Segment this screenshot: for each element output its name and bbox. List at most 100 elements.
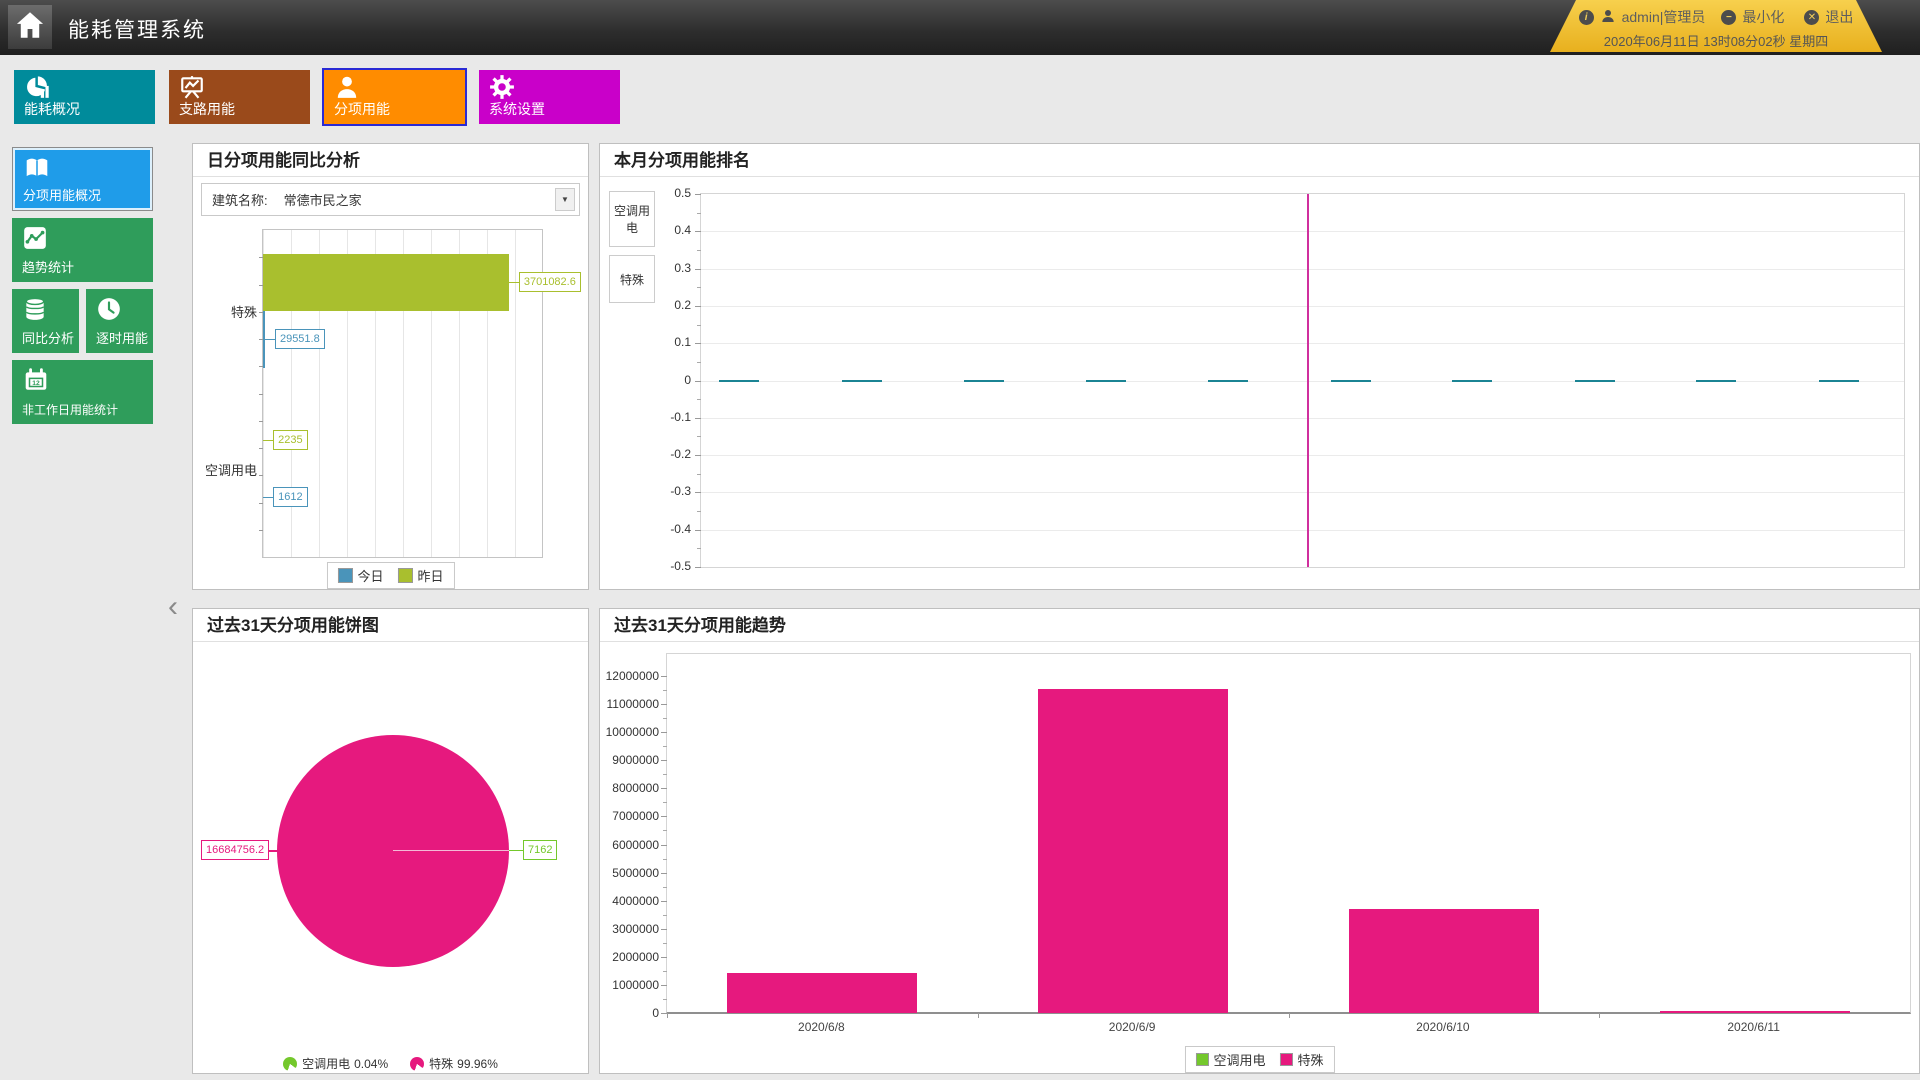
nav-tile-subitem-energy[interactable]: 分项用能 <box>322 68 467 126</box>
sidebar-item-label: 逐时用能 <box>96 331 149 346</box>
dropdown-button[interactable]: ▼ <box>555 188 575 211</box>
panel-title: 本月分项用能排名 <box>600 144 1919 177</box>
axis-minor-tick <box>697 399 701 401</box>
axis-minor-tick <box>663 858 667 860</box>
panel-31day-trend: 过去31天分项用能趋势 0 1000000 2000000 3000000 400000… <box>599 608 1920 1074</box>
axis-minor-tick <box>663 886 667 888</box>
y-axis-label: 0 <box>684 372 691 387</box>
legend-item[interactable]: 特殊 99.96% <box>410 1055 498 1072</box>
legend-item[interactable]: 空调用电 <box>1195 1050 1266 1069</box>
bar-特殊 <box>1659 1011 1850 1013</box>
axis-minor-tick <box>697 287 701 289</box>
gridline <box>701 492 1904 494</box>
panel-title: 日分项用能同比分析 <box>193 144 588 177</box>
legend-item[interactable]: 特殊 <box>1279 1050 1324 1069</box>
bar-特殊 <box>727 972 918 1013</box>
user-label: admin|管理员 <box>1621 9 1706 25</box>
sidebar-item-nonworkday-stats[interactable]: 12 非工作日用能统计 <box>12 360 153 424</box>
nav-tile-energy-overview[interactable]: 能耗概况 <box>14 70 155 124</box>
axis-tick <box>661 704 667 706</box>
y-axis-label: 0.5 <box>674 186 691 200</box>
nav-tile-settings[interactable]: 系统设置 <box>479 70 620 124</box>
category-label: 特殊 <box>230 304 257 320</box>
sidebar-item-hourly-energy[interactable]: 逐时用能 <box>86 289 153 353</box>
zero-value-bar <box>1330 379 1371 382</box>
bar-特殊 <box>1038 688 1229 1013</box>
close-icon[interactable]: ✕ <box>1804 10 1819 25</box>
legend-percent: 99.96% <box>457 1056 498 1071</box>
user-badge: i admin|管理员 − 最小化 ✕ 退出 2020年06月11日 13时08… <box>1550 0 1882 52</box>
axis-tick <box>695 492 701 494</box>
y-axis-label: 0 <box>652 1006 659 1020</box>
y-axis-label: 1000000 <box>612 977 659 992</box>
zero-value-bar <box>1819 379 1860 382</box>
series-box-hvac[interactable]: 空调用电 <box>609 191 655 247</box>
series-box-special[interactable]: 特殊 <box>609 255 655 303</box>
logout-button[interactable]: 退出 <box>1825 9 1854 25</box>
panel-title: 过去31天分项用能饼图 <box>193 609 588 642</box>
pie-slice-icon <box>283 1056 298 1071</box>
legend-swatch <box>397 568 413 583</box>
gridline <box>701 380 1904 382</box>
sidebar-item-subitem-overview[interactable]: 分项用能概况 <box>12 147 153 211</box>
axis-tick <box>259 366 263 367</box>
value-label: 29551.8 <box>274 328 325 349</box>
legend-swatch <box>1195 1053 1209 1066</box>
svg-text:12: 12 <box>32 380 40 387</box>
x-axis-tick <box>1599 1013 1601 1018</box>
x-axis-tick <box>977 1013 979 1018</box>
gridline <box>701 417 1904 419</box>
axis-tick <box>661 872 667 874</box>
y-axis-label: 10000000 <box>605 725 659 740</box>
axis-minor-tick <box>663 774 667 776</box>
legend-item[interactable]: 昨日 <box>397 566 444 585</box>
axis-minor-tick <box>697 249 701 251</box>
trend-chart-icon <box>22 225 48 256</box>
value-connector <box>264 338 275 340</box>
gridline <box>701 455 1904 457</box>
sidebar-item-label: 分项用能概况 <box>23 188 102 203</box>
axis-tick <box>695 417 701 419</box>
info-icon[interactable]: i <box>1579 10 1594 25</box>
sidebar-item-yoy-analysis[interactable]: 同比分析 <box>12 289 79 353</box>
legend-swatch <box>337 568 353 583</box>
gridline <box>701 529 1904 531</box>
minimize-button[interactable]: 最小化 <box>1742 9 1785 25</box>
axis-minor-tick <box>663 998 667 1000</box>
axis-minor-tick <box>697 361 701 363</box>
axis-minor-tick <box>663 802 667 804</box>
sidebar-item-trend-stats[interactable]: 趋势统计 <box>12 218 153 282</box>
sidebar-item-label: 同比分析 <box>22 331 75 346</box>
axis-tick <box>661 760 667 762</box>
monthly-ranking-chart: 0.5 0.4 0.3 0.2 0.1 0 -0.1 -0.2 -0.3 -0.4 -0.5 <box>670 186 1905 573</box>
pie-value-label: 16684756.2 <box>201 840 270 860</box>
axis-tick <box>259 312 263 313</box>
y-axis-label: 4000000 <box>612 893 659 908</box>
home-button[interactable] <box>8 5 52 49</box>
building-select-value: 常德市民之家 <box>283 193 362 208</box>
home-icon <box>13 8 47 47</box>
axis-tick <box>259 530 263 531</box>
axis-minor-tick <box>663 718 667 720</box>
axis-minor-tick <box>663 970 667 972</box>
sidebar-item-label: 趋势统计 <box>22 260 75 275</box>
minimize-icon[interactable]: − <box>1721 10 1736 25</box>
bar-今日 <box>263 310 265 368</box>
main-nav: 能耗概况 支路用能 分项用能 系统设置 <box>14 68 620 126</box>
legend-item[interactable]: 空调用电 0.04% <box>283 1055 388 1072</box>
value-label: 2235 <box>273 429 308 450</box>
zero-value-bar <box>1574 379 1615 382</box>
sidebar-item-label: 非工作日用能统计 <box>22 403 119 417</box>
nav-tile-branch-energy[interactable]: 支路用能 <box>169 70 310 124</box>
chart-legend: 今日 昨日 <box>326 562 455 589</box>
building-select[interactable]: 建筑名称: 常德市民之家 ▼ <box>201 183 580 216</box>
y-axis-label: 2000000 <box>612 949 659 964</box>
axis-tick <box>661 1013 667 1014</box>
axis-tick <box>661 788 667 790</box>
collapse-sidebar-icon[interactable]: ‹ <box>168 590 178 623</box>
pie-slice-icon <box>410 1056 425 1071</box>
legend-item[interactable]: 今日 <box>337 566 384 585</box>
axis-tick <box>695 455 701 457</box>
x-axis-label: 2020/6/11 <box>1727 1020 1780 1034</box>
